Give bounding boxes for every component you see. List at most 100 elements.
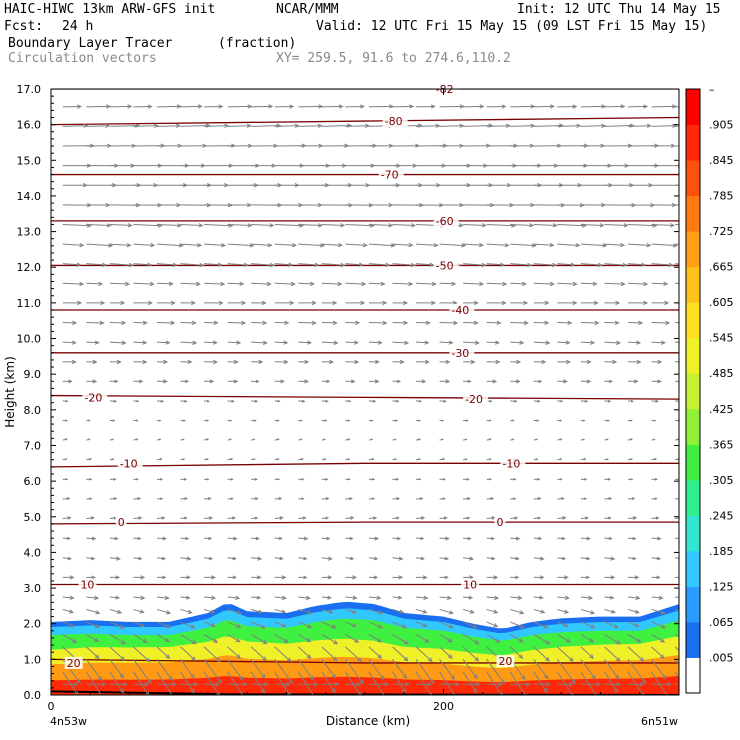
wind-vector-head — [206, 438, 210, 441]
wind-vector-head — [504, 243, 510, 248]
wind-vector — [486, 282, 507, 285]
wind-vector-head — [279, 556, 284, 561]
wind-vector-head — [653, 419, 657, 422]
contour-label: 20 — [67, 657, 81, 670]
wind-vector — [439, 659, 455, 680]
wind-vector-head — [541, 359, 547, 365]
wind-vector-head — [340, 223, 346, 228]
wind-vector — [604, 341, 620, 344]
wind-vector-head — [539, 556, 545, 561]
wind-vector — [86, 282, 103, 285]
wind-vector-head — [281, 609, 287, 614]
wind-vector — [651, 608, 665, 614]
wind-vector — [557, 608, 569, 614]
wind-vector — [463, 243, 483, 246]
wind-vector-head — [262, 340, 268, 345]
wind-vector-head — [458, 223, 464, 228]
wind-vector-head — [620, 104, 626, 109]
wind-vector-head — [166, 610, 172, 615]
wind-vector — [133, 646, 150, 663]
temperature-contour — [51, 394, 679, 400]
wind-vector — [415, 633, 429, 643]
wind-vector — [227, 608, 241, 614]
wind-vector-head — [600, 143, 606, 148]
wind-vector-head — [608, 497, 613, 501]
wind-vector — [274, 282, 295, 285]
wind-vector-head — [254, 399, 259, 403]
wind-vector-head — [540, 609, 546, 614]
wind-vector — [85, 659, 103, 681]
wind-vector-head — [559, 419, 563, 422]
y-tick-label: 7.0 — [24, 439, 42, 452]
wind-vector — [416, 125, 440, 127]
wind-vector — [392, 621, 407, 629]
vector-field-name: Circulation vectors — [8, 51, 157, 66]
wind-vector — [180, 671, 195, 693]
wind-vector — [463, 223, 486, 226]
wind-vector — [86, 125, 109, 127]
wind-vector — [156, 243, 183, 247]
wind-vector-head — [113, 497, 118, 501]
wind-vector — [274, 671, 291, 695]
wind-vector-head — [89, 457, 93, 461]
temperature-contour — [51, 521, 679, 525]
wind-vector — [86, 633, 99, 642]
wind-vector-head — [191, 300, 196, 306]
wind-vector-head — [210, 623, 216, 628]
wind-vector — [627, 341, 641, 344]
wind-vector — [651, 646, 665, 659]
wind-vector-head — [370, 438, 374, 441]
wind-vector-head — [584, 399, 589, 403]
wind-vector-head — [676, 438, 679, 441]
wind-vector — [510, 596, 522, 599]
wind-vector — [486, 621, 498, 627]
wind-vector — [251, 557, 262, 560]
wind-vector — [486, 596, 499, 599]
wind-vector — [651, 341, 665, 344]
wind-vector-head — [539, 595, 544, 600]
wind-vector-head — [474, 340, 480, 345]
wind-vector — [203, 646, 221, 662]
wind-vector — [439, 557, 448, 560]
wind-vector-head — [451, 281, 457, 286]
wind-vector-head — [373, 516, 378, 520]
wind-vector — [627, 517, 637, 520]
wind-vector — [392, 646, 408, 662]
wind-vector — [486, 263, 504, 266]
wind-vector-head — [380, 281, 386, 286]
wind-vector-head — [668, 262, 674, 268]
colorbar-swatch — [686, 231, 700, 268]
wind-vector-head — [494, 595, 500, 600]
wind-vector-head — [317, 123, 323, 128]
wind-vector-head — [399, 609, 405, 614]
wind-vector-head — [140, 575, 146, 580]
wind-vector-head — [608, 536, 613, 541]
wind-vector-head — [162, 379, 168, 384]
wind-vector — [345, 341, 358, 344]
wind-vector-head — [145, 691, 150, 695]
wind-vector — [439, 633, 453, 643]
wind-vector-head — [66, 497, 71, 501]
wind-vector-head — [67, 516, 72, 520]
wind-vector-head — [636, 340, 642, 345]
wind-vector-head — [317, 223, 323, 228]
wind-vector-head — [206, 478, 210, 481]
wind-vector-head — [572, 300, 578, 306]
wind-vector-head — [632, 536, 637, 541]
wind-vector — [439, 596, 451, 599]
wind-vector — [109, 223, 132, 226]
wind-vector-head — [266, 281, 272, 287]
wind-vector-head — [597, 262, 603, 268]
wind-vector-head — [182, 458, 186, 461]
wind-vector-head — [278, 536, 283, 541]
wind-vector-head — [373, 556, 379, 561]
wind-vector-head — [519, 624, 525, 629]
wind-vector — [109, 596, 119, 599]
wind-vector — [345, 223, 374, 227]
wind-vector-head — [160, 497, 164, 501]
contour-label: 0 — [496, 516, 503, 529]
wind-vector-head — [147, 679, 152, 685]
wind-vector-head — [518, 638, 524, 643]
wind-vector — [109, 557, 120, 560]
colorbar-swatch — [686, 586, 700, 623]
